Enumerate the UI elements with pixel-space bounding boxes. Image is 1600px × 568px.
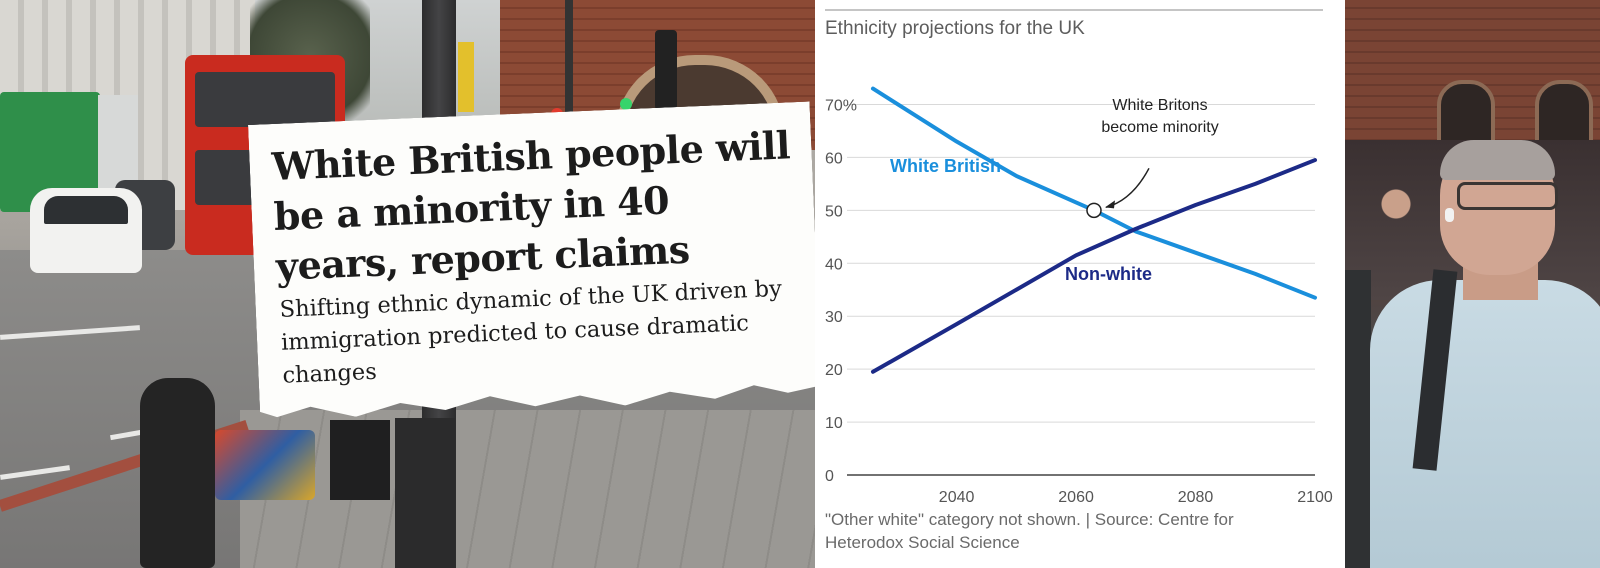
y-tick-label: 60 <box>825 150 843 167</box>
photo-pavement <box>240 410 815 568</box>
line-chart: 0 10 20 30 40 50 60 70% 2040 2060 2080 2100 White Br… <box>825 86 1333 506</box>
photo-glasses <box>1457 182 1558 210</box>
y-tick-label: 50 <box>825 203 843 220</box>
y-tick-label: 0 <box>825 468 834 485</box>
photo-yellow-sign <box>458 42 474 112</box>
photo-car-window <box>44 196 128 224</box>
series-line-non-white <box>870 158 1317 374</box>
photo-man-hair <box>1440 140 1555 180</box>
chart-title: Ethnicity projections for the UK <box>825 18 1085 39</box>
x-tick-label: 2040 <box>939 489 975 506</box>
photo-instrument-case <box>140 378 215 568</box>
clipping-headline: White British people will be a minority … <box>270 122 791 289</box>
photo-man-shirt <box>1370 280 1600 568</box>
photo-person-legs <box>395 418 455 568</box>
clipping-subheadline: Shifting ethnic dynamic of the UK driven… <box>279 275 783 389</box>
annotation-text: White Britons <box>1112 97 1207 114</box>
y-tick-label: 30 <box>825 309 843 326</box>
series-label-white-british: White British <box>890 156 1001 176</box>
chart-top-rule <box>825 9 1323 11</box>
annotation-text: become minority <box>1101 119 1218 136</box>
y-tick-label: 20 <box>825 362 843 379</box>
annotation-marker <box>1086 202 1102 219</box>
y-tick-label: 70% <box>825 97 857 114</box>
photo-traffic-signal <box>655 30 677 110</box>
annotation-arrow <box>1105 167 1150 209</box>
chart-panel: Ethnicity projections for the UK 0 10 20 30… <box>815 0 1345 568</box>
photo-bus-window <box>195 72 335 127</box>
photo-rug <box>215 430 315 500</box>
x-tick-label: 2080 <box>1178 489 1214 506</box>
x-tick-label: 2100 <box>1297 489 1333 506</box>
street-photo-right <box>1345 0 1600 568</box>
photo-green-light <box>620 98 632 110</box>
y-tick-label: 10 <box>825 415 843 432</box>
y-tick-label: 40 <box>825 256 843 273</box>
annotation-arrowhead <box>1104 200 1115 209</box>
photo-earbud <box>1445 208 1454 222</box>
x-tick-label: 2060 <box>1058 489 1094 506</box>
newspaper-clipping: White British people will be a minority … <box>248 101 822 420</box>
photo-amplifier <box>330 420 390 500</box>
photo-pole <box>1345 270 1371 568</box>
series-label-non-white: Non-white <box>1065 264 1152 284</box>
chart-source-note: "Other white" category not shown. | Sour… <box>825 510 1234 552</box>
photo-pole <box>565 0 573 140</box>
